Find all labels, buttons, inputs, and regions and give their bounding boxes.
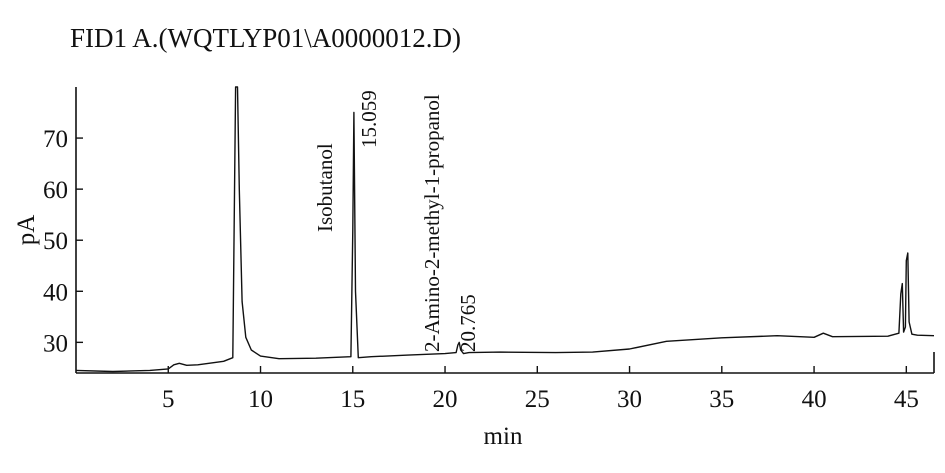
x-tick-label: 15	[340, 386, 365, 413]
y-tick-label: 30	[43, 330, 68, 357]
x-tick-label: 5	[162, 386, 175, 413]
y-tick-label: 60	[43, 177, 68, 204]
x-tick-label: 30	[617, 386, 642, 413]
y-ticks: 30 40 50 60 70	[43, 126, 83, 357]
y-tick-label: 70	[43, 126, 68, 153]
y-tick-label: 50	[43, 228, 68, 255]
x-tick-label: 45	[894, 386, 919, 413]
y-axis-label: pA	[13, 215, 40, 246]
x-ticks: 5 10 15 20 25 30 35 40 45	[162, 366, 919, 413]
x-tick-label: 20	[433, 386, 458, 413]
peak-label-rt-20765: 20.765	[456, 294, 480, 352]
plot-area: 5 10 15 20 25 30 35 40 45 30 40 50 60 70 Isobutanol 1…	[43, 86, 935, 413]
peak-label-isobutanol: Isobutanol	[313, 143, 337, 232]
peak-label-rt-15059: 15.059	[357, 90, 381, 148]
peak-label-2-amino-2-methyl-1-propanol: 2-Amino-2-methyl-1-propanol	[420, 94, 444, 352]
y-tick-label: 40	[43, 279, 68, 306]
chart-title: FID1 A.(WQTLYP01\A0000012.D)	[70, 23, 461, 53]
peak-annotations: Isobutanol 15.059 2-Amino-2-methyl-1-propa…	[313, 90, 480, 352]
x-tick-label: 35	[709, 386, 734, 413]
chromatogram-trace	[75, 86, 935, 373]
x-tick-label: 10	[248, 386, 273, 413]
x-axis-label: min	[484, 423, 523, 450]
x-tick-label: 25	[525, 386, 550, 413]
x-tick-label: 40	[802, 386, 827, 413]
